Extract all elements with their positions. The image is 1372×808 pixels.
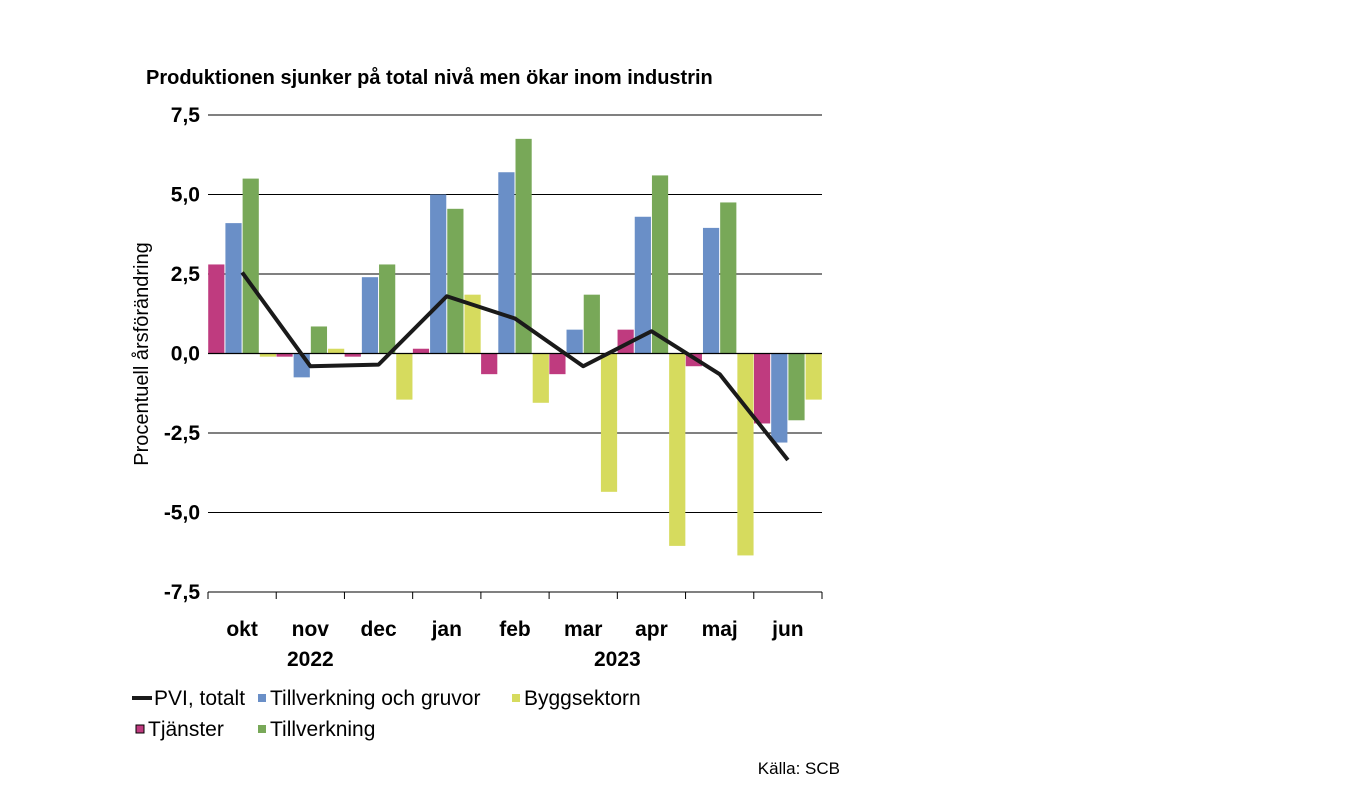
bar-tillverkning-dec bbox=[379, 264, 396, 354]
bars bbox=[208, 138, 822, 556]
y-tick-label: 0,0 bbox=[171, 343, 200, 366]
bar-tillverkning-jan bbox=[447, 208, 464, 354]
legend-swatch bbox=[258, 725, 266, 733]
year-label: 2023 bbox=[594, 648, 641, 671]
bar-byggsektorn-dec bbox=[396, 353, 413, 400]
bar-tillverkning-jun bbox=[788, 353, 805, 421]
y-tick-label: -5,0 bbox=[164, 502, 200, 525]
bar-byggsektorn-apr bbox=[669, 353, 686, 546]
bar-tjänster-mar bbox=[549, 353, 566, 375]
source-note: Källa: SCB bbox=[758, 759, 840, 778]
bar-tillverkning-feb bbox=[515, 138, 532, 354]
legend-label: Tillverkning bbox=[270, 718, 375, 741]
chart-title: Produktionen sjunker på total nivå men ö… bbox=[146, 66, 713, 89]
legend-label: Tjänster bbox=[148, 718, 224, 741]
x-tick-label: dec bbox=[360, 618, 397, 641]
bar-tjänster-jan bbox=[412, 348, 430, 354]
bar-tillverkning-mar bbox=[583, 294, 600, 354]
bar-tillverkning-apr bbox=[651, 175, 669, 354]
x-tick-label: nov bbox=[292, 618, 330, 641]
bar-tjänster-jun bbox=[753, 353, 771, 424]
bar-tjänster-nov bbox=[276, 353, 293, 357]
bar-byggsektorn-mar bbox=[600, 353, 618, 492]
bar-tillverkning-nov bbox=[310, 326, 328, 354]
y-axis-label: Procentuell årsförändring bbox=[131, 242, 153, 465]
legend-label: Tillverkning och gruvor bbox=[270, 687, 480, 710]
x-axis-ticks: okt nov dec jan feb mar apr maj jun bbox=[226, 618, 803, 641]
bar-byggsektorn-feb bbox=[532, 353, 549, 403]
bar-tillverkning-och-gruvor-jun bbox=[771, 353, 788, 443]
year-label: 2022 bbox=[287, 648, 334, 671]
bar-byggsektorn-jun bbox=[805, 353, 822, 400]
y-tick-label: -2,5 bbox=[164, 422, 201, 445]
legend-label: Byggsektorn bbox=[524, 687, 641, 710]
bar-tillverkning-och-gruvor-okt bbox=[225, 223, 242, 354]
bar-tjänster-dec bbox=[344, 353, 361, 357]
bar-tjänster-feb bbox=[481, 353, 498, 375]
x-tick-label: jan bbox=[431, 618, 462, 641]
y-tick-label: 7,5 bbox=[171, 104, 201, 127]
x-tick-label: feb bbox=[499, 618, 531, 641]
y-axis-ticks: 7,5 5,0 2,5 0,0 -2,5 -5,0 -7,5 bbox=[164, 104, 201, 604]
x-tick-label: okt bbox=[226, 618, 258, 641]
y-tick-label: 2,5 bbox=[171, 263, 201, 286]
bar-tjänster-okt bbox=[208, 264, 225, 354]
bar-byggsektorn-jan bbox=[464, 294, 481, 354]
bar-tillverkning-maj bbox=[720, 202, 737, 354]
legend-swatch bbox=[258, 694, 266, 702]
legend: PVI, totalt Tillverkning och gruvor Byggse… bbox=[132, 687, 641, 741]
bar-tillverkning-och-gruvor-maj bbox=[702, 227, 720, 354]
bar-byggsektorn-nov bbox=[328, 348, 345, 354]
bar-byggsektorn-okt bbox=[259, 353, 277, 357]
bar-tillverkning-och-gruvor-feb bbox=[498, 172, 515, 354]
bar-tillverkning-okt bbox=[242, 178, 259, 354]
x-tick-label: apr bbox=[635, 618, 668, 641]
bar-tillverkning-och-gruvor-mar bbox=[566, 329, 583, 354]
legend-swatch bbox=[512, 694, 520, 702]
line-series bbox=[240, 271, 790, 462]
x-axis bbox=[207, 591, 823, 599]
line-pvi-totalt bbox=[240, 271, 790, 462]
bar-byggsektorn-maj bbox=[737, 353, 754, 556]
y-tick-label: 5,0 bbox=[171, 184, 200, 207]
y-tick-label: -7,5 bbox=[164, 581, 201, 604]
legend-label: PVI, totalt bbox=[154, 687, 245, 710]
year-labels: 2022 2023 bbox=[287, 648, 641, 671]
bar-tillverkning-och-gruvor-dec bbox=[361, 277, 379, 354]
legend-swatch bbox=[135, 724, 145, 734]
bar-tillverkning-och-gruvor-apr bbox=[634, 216, 651, 354]
bar-tillverkning-och-gruvor-jan bbox=[430, 194, 447, 354]
x-tick-label: maj bbox=[702, 618, 738, 641]
x-tick-label: jun bbox=[771, 618, 804, 641]
x-tick-label: mar bbox=[564, 618, 603, 641]
